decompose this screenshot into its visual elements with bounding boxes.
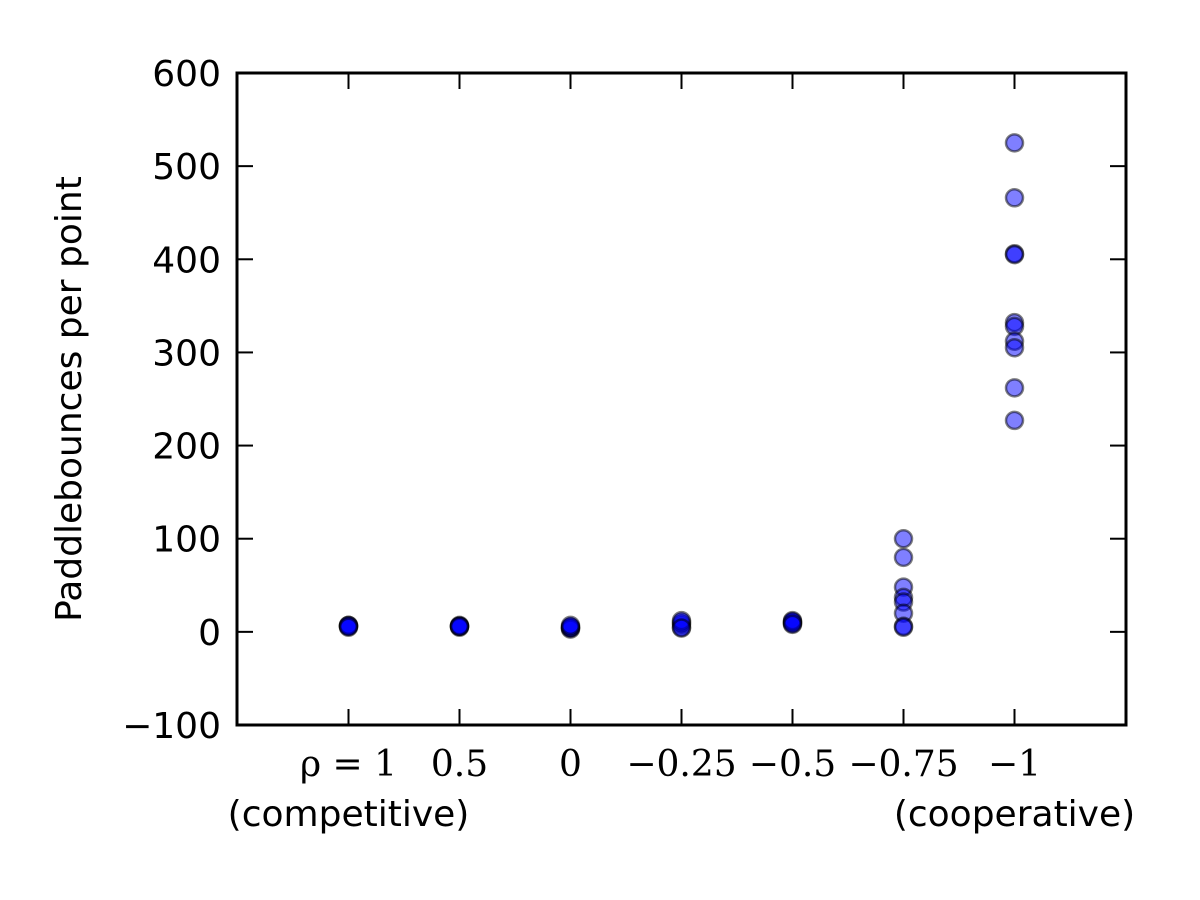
y-axis-label: Paddlebounces per point xyxy=(49,176,90,622)
scatter-point xyxy=(560,615,581,636)
scatter-point xyxy=(1004,133,1025,153)
y-tick-label: −100 xyxy=(122,706,221,747)
x-tick-label: −1 xyxy=(988,744,1041,785)
x-tick-label: 0 xyxy=(559,744,582,785)
y-tick-label: 600 xyxy=(152,54,221,95)
x-tick-labels: ρ = 1 (competitive) 0.5 0 −0.25 −0.5 −0.75 −1 (c… xyxy=(228,744,1136,835)
scatter-point xyxy=(671,618,692,638)
y-tick-label: 200 xyxy=(152,427,221,468)
scatter-point xyxy=(782,614,803,635)
scatter-point xyxy=(449,616,470,637)
y-tick-label: 500 xyxy=(152,147,221,188)
scatter-point xyxy=(893,617,914,637)
y-tick-label: 100 xyxy=(152,520,221,561)
scatter-point xyxy=(338,617,359,637)
y-tick-label: 400 xyxy=(152,240,221,281)
y-tick-label: 0 xyxy=(198,613,221,654)
x-tick-sublabel: (cooperative) xyxy=(894,794,1135,835)
x-tick-label: −0.25 xyxy=(626,744,736,785)
scatter-point xyxy=(893,528,914,549)
scatter-point xyxy=(1004,378,1025,398)
scatter-point xyxy=(1004,188,1025,208)
y-tick-labels: −100 0 100 200 300 400 500 600 xyxy=(122,54,221,747)
data-points xyxy=(338,133,1025,639)
x-tick-label: ρ = 1 xyxy=(300,744,397,785)
x-tick-label: 0.5 xyxy=(431,744,488,785)
x-tick-sublabel: (competitive) xyxy=(228,794,470,835)
scatter-point xyxy=(893,547,914,568)
plot-frame xyxy=(235,71,1128,727)
y-tick-label: 300 xyxy=(152,333,221,374)
scatter-point xyxy=(1004,410,1025,431)
x-tick-label: −0.75 xyxy=(848,744,958,785)
x-tick-label: −0.5 xyxy=(749,744,836,785)
scatter-point xyxy=(1004,244,1025,265)
scatter-point xyxy=(1004,338,1025,358)
